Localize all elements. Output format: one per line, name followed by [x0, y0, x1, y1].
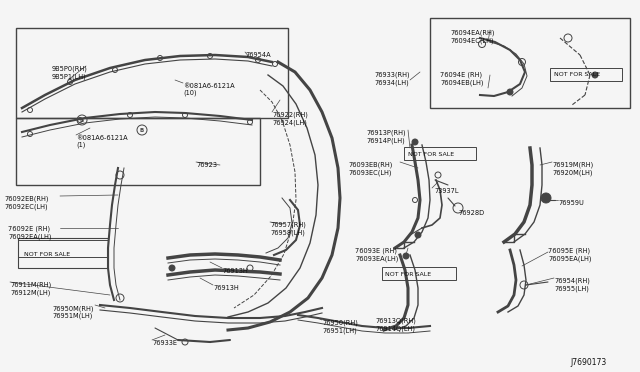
Text: 76928D: 76928D	[458, 210, 484, 216]
Circle shape	[403, 253, 409, 259]
Circle shape	[169, 265, 175, 271]
Text: 9B5P0(RH)
9B5P1(LH): 9B5P0(RH) 9B5P1(LH)	[52, 66, 88, 80]
Text: 76950M(RH)
76951M(LH): 76950M(RH) 76951M(LH)	[52, 305, 93, 319]
Text: 76957(RH)
76958(LH): 76957(RH) 76958(LH)	[270, 222, 306, 236]
Text: 76922(RH)
76924(LH): 76922(RH) 76924(LH)	[272, 112, 308, 126]
Text: 76093EB(RH)
76093EC(LH): 76093EB(RH) 76093EC(LH)	[348, 162, 392, 176]
Text: ®081A6-6121A
(10): ®081A6-6121A (10)	[183, 83, 235, 96]
Text: 76923: 76923	[196, 162, 217, 168]
Text: NOT FOR SALE: NOT FOR SALE	[554, 72, 600, 77]
Circle shape	[507, 89, 513, 95]
Text: 76913P(RH)
76914P(LH): 76913P(RH) 76914P(LH)	[366, 130, 406, 144]
Bar	[550, 68, 622, 81]
Bar	[16, 28, 288, 118]
Text: 76095E (RH)
76095EA(LH): 76095E (RH) 76095EA(LH)	[548, 248, 591, 262]
Text: J7690173: J7690173	[570, 358, 606, 367]
Text: NOT FOR SALE: NOT FOR SALE	[408, 152, 454, 157]
Circle shape	[541, 193, 551, 203]
Text: 76933E: 76933E	[152, 340, 177, 346]
Bar	[18, 240, 108, 257]
Text: 76950(RH)
76951(LH): 76950(RH) 76951(LH)	[322, 320, 358, 334]
Bar	[382, 267, 456, 280]
Bar	[16, 118, 260, 185]
Circle shape	[415, 232, 421, 238]
Circle shape	[412, 139, 418, 145]
Text: ®081A6-6121A
(1): ®081A6-6121A (1)	[76, 135, 127, 148]
Text: NOT FOR SALE: NOT FOR SALE	[385, 272, 431, 277]
Text: NOT FOR SALE: NOT FOR SALE	[24, 252, 70, 257]
Text: B: B	[80, 118, 84, 122]
Text: 76919M(RH)
76920M(LH): 76919M(RH) 76920M(LH)	[552, 162, 593, 176]
Text: 76954(RH)
76955(LH): 76954(RH) 76955(LH)	[554, 278, 590, 292]
Bar	[404, 147, 476, 160]
Text: 76094EA(RH)
76094EC(LH): 76094EA(RH) 76094EC(LH)	[450, 30, 495, 44]
Text: 76913H: 76913H	[213, 285, 239, 291]
Circle shape	[592, 72, 598, 78]
Text: 76911M(RH)
76912M(LH): 76911M(RH) 76912M(LH)	[10, 282, 51, 296]
Bar	[430, 18, 630, 108]
Text: 76913Q(RH)
76914Q(LH): 76913Q(RH) 76914Q(LH)	[375, 318, 416, 332]
Text: 73937L: 73937L	[434, 188, 458, 194]
Text: 76094E (RH)
76094EB(LH): 76094E (RH) 76094EB(LH)	[440, 72, 483, 86]
Text: 76092EB(RH)
76092EC(LH): 76092EB(RH) 76092EC(LH)	[4, 196, 49, 210]
Text: 76933(RH)
76934(LH): 76933(RH) 76934(LH)	[374, 72, 410, 86]
Bar	[18, 238, 108, 268]
Text: 76954A: 76954A	[245, 52, 271, 58]
Text: B: B	[140, 128, 144, 132]
Text: 76093E (RH)
76093EA(LH): 76093E (RH) 76093EA(LH)	[355, 248, 398, 262]
Text: 76092E (RH)
76092EA(LH): 76092E (RH) 76092EA(LH)	[8, 226, 51, 240]
Text: 76913H: 76913H	[222, 268, 248, 274]
Text: 76959U: 76959U	[558, 200, 584, 206]
